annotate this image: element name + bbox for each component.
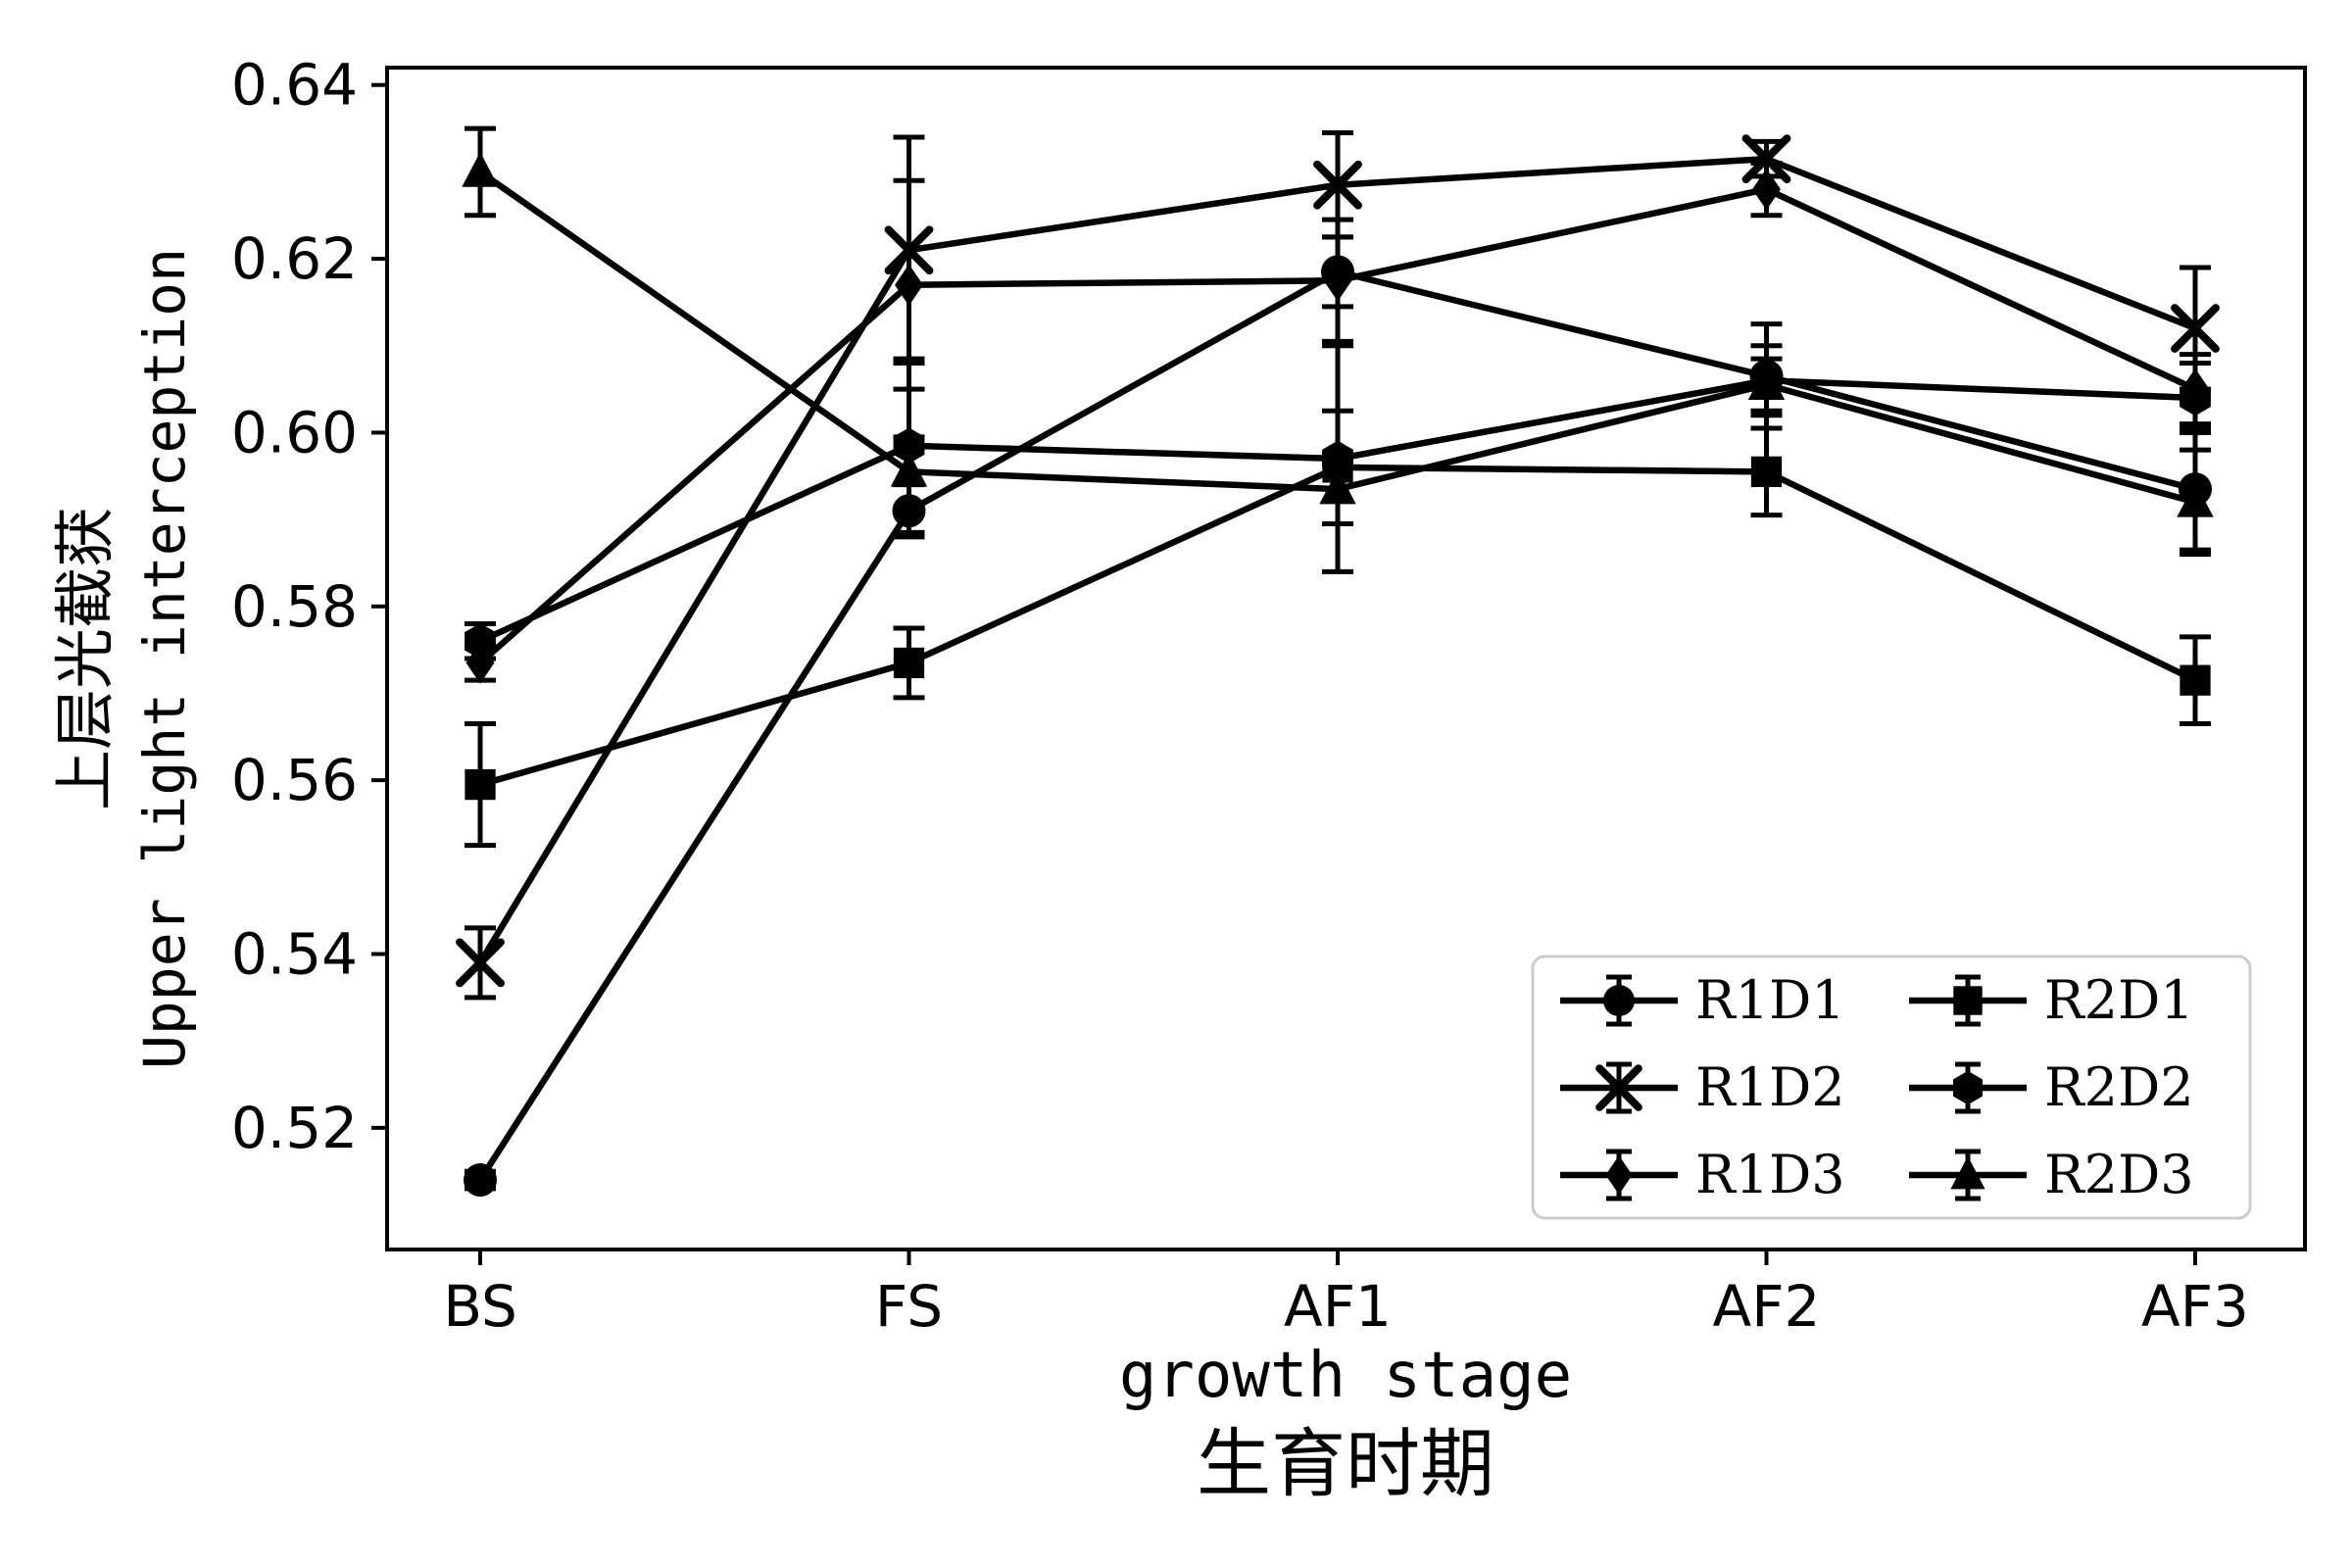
legend-item-R1D2: R1D2: [1560, 1056, 1845, 1118]
y-axis-label-en: Upper light interception: [131, 248, 198, 1069]
y-tick-label: 0.60: [231, 399, 358, 466]
legend-item-R2D1: R2D1: [1909, 969, 2194, 1031]
x-tick-label: AF2: [1713, 1273, 1821, 1340]
y-tick-label: 0.62: [231, 225, 358, 292]
hexagon-marker: [1953, 1070, 1983, 1105]
legend-item-R1D1: R1D1: [1560, 969, 1845, 1031]
hexagon-marker: [2180, 379, 2211, 416]
diamond-marker: [895, 264, 923, 306]
x-tick-label: AF1: [1284, 1273, 1392, 1340]
y-tick-label: 0.52: [231, 1095, 358, 1161]
diamond-marker: [1605, 1155, 1633, 1195]
triangle-marker: [1950, 1155, 1985, 1190]
legend-item-R2D2: R2D2: [1909, 1056, 2194, 1118]
series-R1D3: [465, 161, 2211, 684]
triangle-marker: [890, 451, 928, 487]
series-R2D3: [462, 125, 2214, 558]
square-marker: [1750, 456, 1783, 487]
x-marker: [1595, 1064, 1642, 1111]
y-axis: 0.52 0.54 0.56 0.58 0.60 0.62 0.64: [231, 52, 387, 1161]
circle-marker: [1603, 985, 1635, 1016]
x-tick-label: FS: [875, 1273, 943, 1340]
x-axis: BS FS AF1 AF2 AF3: [443, 1250, 2249, 1340]
triangle-marker: [1747, 365, 1786, 400]
circle-marker: [464, 1163, 497, 1198]
legend-label: R2D1: [2044, 969, 2194, 1031]
legend-item-R1D3: R1D3: [1560, 1144, 1845, 1205]
y-tick-label: 0.54: [231, 921, 358, 988]
axes-box: [385, 66, 2307, 1251]
y-axis-label-zh: 上层光截获: [49, 507, 121, 810]
x-marker: [1741, 134, 1791, 184]
y-tick-label: 0.56: [231, 747, 358, 813]
hexagon-marker: [465, 622, 496, 660]
square-marker: [2180, 664, 2211, 696]
square-marker: [1953, 986, 1983, 1015]
x-marker: [456, 938, 505, 988]
triangle-marker: [2177, 481, 2214, 517]
diamond-marker: [1323, 260, 1352, 302]
y-tick-label: 0.58: [231, 573, 358, 640]
legend-label: R1D2: [1695, 1056, 1845, 1118]
triangle-marker: [1319, 468, 1356, 505]
legend-item-R2D3: R2D3: [1909, 1144, 2194, 1205]
y-tick-label: 0.64: [231, 52, 358, 119]
x-marker: [1313, 160, 1362, 210]
x-tick-label: AF3: [2141, 1273, 2249, 1340]
square-marker: [893, 647, 925, 679]
legend-label: R1D1: [1695, 969, 1845, 1031]
x-axis-label-zh: 生育时期: [1197, 1420, 1494, 1507]
legend-label: R1D3: [1695, 1144, 1845, 1205]
square-marker: [465, 768, 496, 801]
legend-label: R2D3: [2044, 1144, 2194, 1205]
x-marker: [2171, 304, 2220, 353]
diamond-marker: [1752, 168, 1781, 211]
x-axis-label-en: growth stage: [1119, 1340, 1572, 1412]
legend: R1D1 R1D2 R1D3 R2D1 R2D2 R2D3: [1531, 955, 2252, 1220]
x-tick-label: BS: [443, 1273, 517, 1340]
triangle-marker: [462, 152, 499, 187]
legend-label: R2D2: [2044, 1056, 2194, 1118]
legend-box: [1531, 955, 2252, 1220]
